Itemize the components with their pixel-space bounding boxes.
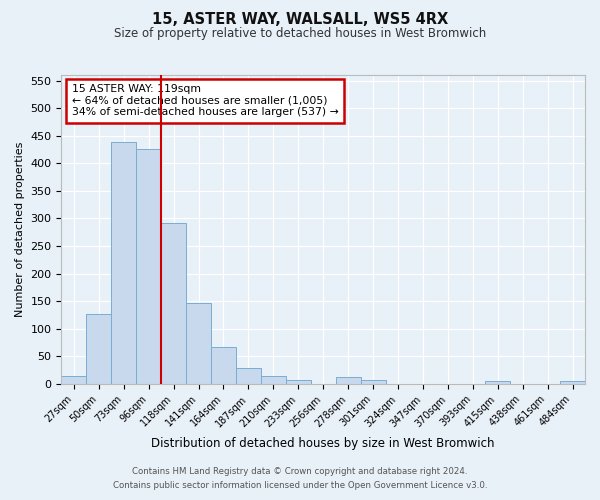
Bar bbox=[261, 376, 286, 384]
X-axis label: Distribution of detached houses by size in West Bromwich: Distribution of detached houses by size … bbox=[151, 437, 495, 450]
Bar bbox=[211, 346, 236, 384]
Text: Contains HM Land Registry data © Crown copyright and database right 2024.: Contains HM Land Registry data © Crown c… bbox=[132, 467, 468, 476]
Bar bbox=[560, 382, 585, 384]
Bar bbox=[236, 368, 261, 384]
Bar bbox=[361, 380, 386, 384]
Text: Size of property relative to detached houses in West Bromwich: Size of property relative to detached ho… bbox=[114, 28, 486, 40]
Text: Contains public sector information licensed under the Open Government Licence v3: Contains public sector information licen… bbox=[113, 481, 487, 490]
Bar bbox=[86, 314, 111, 384]
Bar bbox=[61, 376, 86, 384]
Text: 15 ASTER WAY: 119sqm
← 64% of detached houses are smaller (1,005)
34% of semi-de: 15 ASTER WAY: 119sqm ← 64% of detached h… bbox=[72, 84, 338, 117]
Bar bbox=[485, 382, 510, 384]
Bar bbox=[111, 142, 136, 384]
Bar bbox=[186, 303, 211, 384]
Bar bbox=[335, 378, 361, 384]
Text: 15, ASTER WAY, WALSALL, WS5 4RX: 15, ASTER WAY, WALSALL, WS5 4RX bbox=[152, 12, 448, 28]
Bar bbox=[286, 380, 311, 384]
Bar bbox=[136, 150, 161, 384]
Y-axis label: Number of detached properties: Number of detached properties bbox=[15, 142, 25, 317]
Bar bbox=[161, 224, 186, 384]
